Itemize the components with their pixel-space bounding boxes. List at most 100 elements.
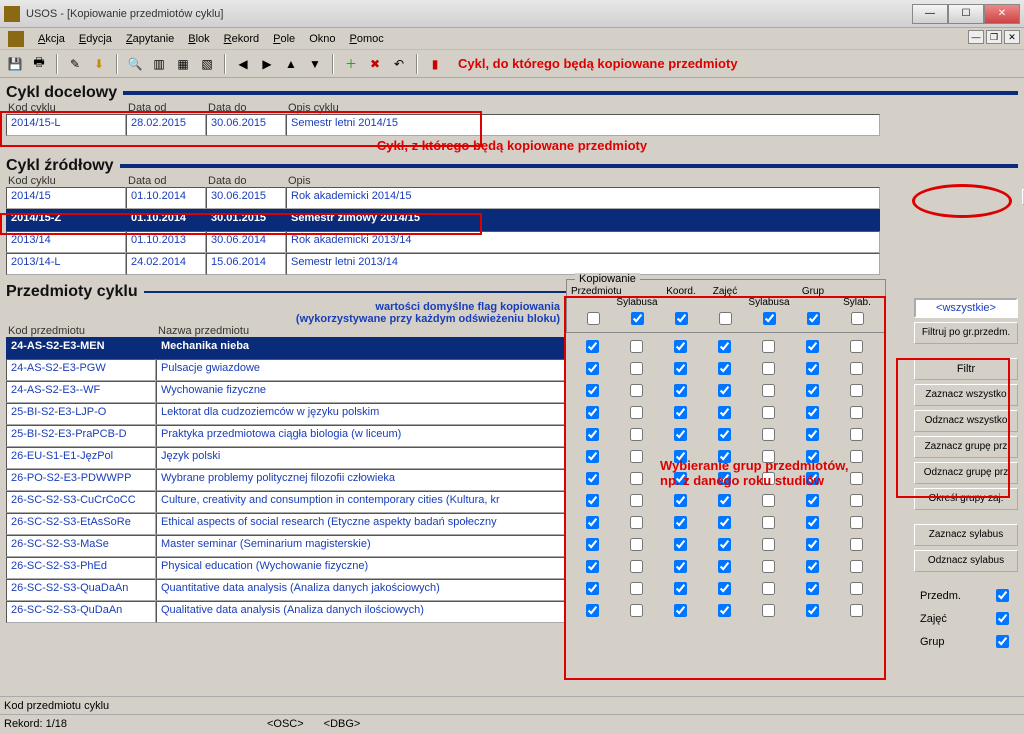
prz-6-kod[interactable]: 26-PO-S2-E3-PDWWPP	[6, 469, 156, 491]
bars3-icon[interactable]: ▧	[198, 55, 216, 73]
prz-0-ck-6[interactable]	[850, 340, 863, 353]
prz-9-ck-2[interactable]	[674, 538, 687, 551]
odznacz-grupe-button[interactable]: Odznacz grupę prz	[914, 462, 1018, 484]
src-row-0-opis[interactable]: Rok akademicki 2014/15	[286, 187, 880, 209]
prz-4-kod[interactable]: 25-BI-S2-E3-PraPCB-D	[6, 425, 156, 447]
prz-3-ck-3[interactable]	[718, 406, 731, 419]
okresl-grupy-button[interactable]: Określ grupy zaj.	[914, 488, 1018, 510]
zaznacz-grupe-button[interactable]: Zaznacz grupę prz	[914, 436, 1018, 458]
mdi-close[interactable]: ✕	[1004, 30, 1020, 44]
zaznacz-sylabus-button[interactable]: Zaznacz sylabus	[914, 524, 1018, 546]
prz-3-kod[interactable]: 25-BI-S2-E3-LJP-O	[6, 403, 156, 425]
prz-0-nazwa[interactable]: Mechanika nieba	[156, 337, 566, 359]
prz-1-ck-4[interactable]	[762, 362, 775, 375]
prz-4-ck-2[interactable]	[674, 428, 687, 441]
prz-12-ck-6[interactable]	[850, 604, 863, 617]
src-row-0-kod[interactable]: 2014/15	[6, 187, 126, 209]
undo-icon[interactable]: ↶	[390, 55, 408, 73]
prz-10-ck-4[interactable]	[762, 560, 775, 573]
prz-8-nazwa[interactable]: Ethical aspects of social research (Etyc…	[156, 513, 566, 535]
prz-8-ck-2[interactable]	[674, 516, 687, 529]
menu-zapytanie[interactable]: Zapytanie	[126, 33, 174, 45]
bars2-icon[interactable]: ▦	[174, 55, 192, 73]
prz-7-ck-2[interactable]	[674, 494, 687, 507]
kop-default-4[interactable]	[763, 312, 776, 325]
down-icon[interactable]: ⬇	[90, 55, 108, 73]
prz-7-kod[interactable]: 26-SC-S2-S3-CuCrCoCC	[6, 491, 156, 513]
prz-9-ck-0[interactable]	[586, 538, 599, 551]
prz-5-nazwa[interactable]: Język polski	[156, 447, 566, 469]
prz-8-ck-1[interactable]	[630, 516, 643, 529]
prz-9-ck-5[interactable]	[806, 538, 819, 551]
src-row-0-od[interactable]: 01.10.2014	[126, 187, 206, 209]
src-row-3-do[interactable]: 15.06.2014	[206, 253, 286, 275]
prz-8-ck-5[interactable]	[806, 516, 819, 529]
src-row-2-kod[interactable]: 2013/14	[6, 231, 126, 253]
prz-11-ck-0[interactable]	[586, 582, 599, 595]
prz-2-ck-1[interactable]	[630, 384, 643, 397]
prz-2-ck-4[interactable]	[762, 384, 775, 397]
print-icon[interactable]: 🖶	[30, 55, 48, 73]
odznacz-wszystko-button[interactable]: Odznacz wszystko	[914, 410, 1018, 432]
prz-5-ck-1[interactable]	[630, 450, 643, 463]
docelowy-kod[interactable]: 2014/15-L	[6, 114, 126, 136]
prz-8-ck-0[interactable]	[586, 516, 599, 529]
prz-11-ck-1[interactable]	[630, 582, 643, 595]
prz-10-nazwa[interactable]: Physical education (Wychowanie fizyczne)	[156, 557, 566, 579]
prz-2-ck-5[interactable]	[806, 384, 819, 397]
prz-6-nazwa[interactable]: Wybrane problemy politycznej filozofii c…	[156, 469, 566, 491]
menu-blok[interactable]: Blok	[188, 33, 209, 45]
src-row-3-od[interactable]: 24.02.2014	[126, 253, 206, 275]
prz-2-kod[interactable]: 24-AS-S2-E3--WF	[6, 381, 156, 403]
first-icon[interactable]: ◀	[234, 55, 252, 73]
prz-10-ck-1[interactable]	[630, 560, 643, 573]
prz-3-ck-6[interactable]	[850, 406, 863, 419]
prz-4-nazwa[interactable]: Praktyka przedmiotowa ciągła biologia (w…	[156, 425, 566, 447]
prz-5-kod[interactable]: 26-EU-S1-E1-JęzPol	[6, 447, 156, 469]
prz-12-ck-3[interactable]	[718, 604, 731, 617]
prz-3-ck-2[interactable]	[674, 406, 687, 419]
prz-6-ck-0[interactable]	[586, 472, 599, 485]
prz-10-ck-3[interactable]	[718, 560, 731, 573]
prz-1-nazwa[interactable]: Pulsacje gwiazdowe	[156, 359, 566, 381]
prz-12-nazwa[interactable]: Qualitative data analysis (Analiza danyc…	[156, 601, 566, 623]
src-row-1-do[interactable]: 30.01.2015	[206, 209, 286, 231]
dn-icon[interactable]: ▼	[306, 55, 324, 73]
prz-0-ck-4[interactable]	[762, 340, 775, 353]
next-icon[interactable]: ▶	[258, 55, 276, 73]
src-row-1-kod[interactable]: 2014/15-Z	[6, 209, 126, 231]
prz-8-ck-6[interactable]	[850, 516, 863, 529]
prz-9-kod[interactable]: 26-SC-S2-S3-MaSe	[6, 535, 156, 557]
odznacz-sylabus-button[interactable]: Odznacz sylabus	[914, 550, 1018, 572]
check-grup[interactable]	[996, 635, 1009, 648]
prz-0-ck-0[interactable]	[586, 340, 599, 353]
prz-1-ck-3[interactable]	[718, 362, 731, 375]
add-icon[interactable]: ＋	[342, 55, 360, 73]
prz-1-kod[interactable]: 24-AS-S2-E3-PGW	[6, 359, 156, 381]
bars1-icon[interactable]: ▥	[150, 55, 168, 73]
edit-icon[interactable]: ✎	[66, 55, 84, 73]
zaznacz-wszystko-button[interactable]: Zaznacz wszystko	[914, 384, 1018, 406]
prz-3-nazwa[interactable]: Lektorat dla cudzoziemców w języku polsk…	[156, 403, 566, 425]
menu-pole[interactable]: Pole	[273, 33, 295, 45]
kop-default-5[interactable]	[807, 312, 820, 325]
prz-10-ck-5[interactable]	[806, 560, 819, 573]
prz-9-nazwa[interactable]: Master seminar (Seminarium magisterskie)	[156, 535, 566, 557]
up-icon[interactable]: ▲	[282, 55, 300, 73]
prz-11-ck-2[interactable]	[674, 582, 687, 595]
prz-11-ck-6[interactable]	[850, 582, 863, 595]
prz-4-ck-4[interactable]	[762, 428, 775, 441]
src-row-2-do[interactable]: 30.06.2014	[206, 231, 286, 253]
prz-3-ck-4[interactable]	[762, 406, 775, 419]
prz-9-ck-4[interactable]	[762, 538, 775, 551]
close-button[interactable]: ✕	[984, 4, 1020, 24]
src-row-1-od[interactable]: 01.10.2014	[126, 209, 206, 231]
kop-default-2[interactable]	[675, 312, 688, 325]
prz-6-ck-1[interactable]	[630, 472, 643, 485]
minimize-button[interactable]: —	[912, 4, 948, 24]
src-row-3-opis[interactable]: Semestr letni 2013/14	[286, 253, 880, 275]
prz-11-kod[interactable]: 26-SC-S2-S3-QuaDaAn	[6, 579, 156, 601]
prz-7-ck-1[interactable]	[630, 494, 643, 507]
mdi-restore[interactable]: ❐	[986, 30, 1002, 44]
prz-4-ck-1[interactable]	[630, 428, 643, 441]
